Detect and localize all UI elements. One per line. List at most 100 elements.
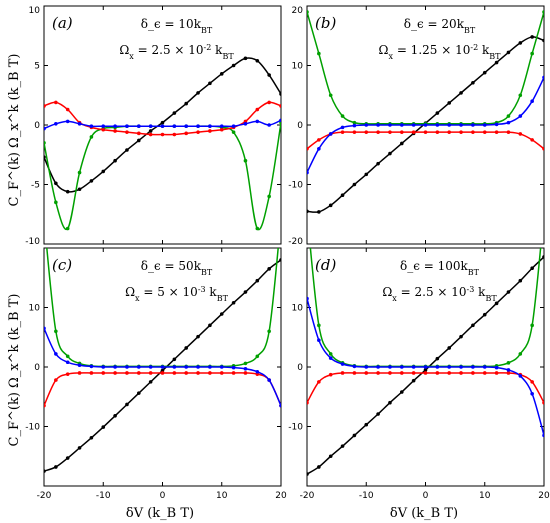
data-point bbox=[317, 51, 321, 56]
data-point bbox=[89, 371, 94, 375]
data-point bbox=[328, 372, 333, 377]
data-point bbox=[317, 465, 321, 469]
data-point bbox=[542, 255, 544, 259]
data-point bbox=[388, 123, 392, 127]
data-point bbox=[231, 371, 236, 375]
data-point bbox=[243, 290, 248, 294]
data-point bbox=[400, 371, 404, 375]
data-point bbox=[101, 371, 106, 375]
data-point bbox=[160, 365, 165, 369]
data-point bbox=[231, 300, 236, 305]
data-point bbox=[65, 360, 70, 365]
data-point bbox=[89, 436, 94, 440]
data-point bbox=[388, 371, 392, 375]
data-point bbox=[267, 100, 271, 105]
y-tick-label: 0 bbox=[34, 121, 40, 131]
data-point bbox=[267, 378, 271, 382]
x-tick-label: -20 bbox=[37, 491, 52, 501]
plot-area bbox=[307, 248, 544, 476]
data-point bbox=[482, 371, 487, 375]
panel-b: -20 -10 0 10 20 (b) δ_ϵ = 20kBT Ωx = 1.25 × 10-… bbox=[288, 5, 545, 247]
data-point bbox=[160, 120, 165, 125]
data-point bbox=[219, 127, 224, 132]
data-point bbox=[376, 371, 380, 375]
data-point bbox=[148, 380, 153, 384]
data-point bbox=[137, 138, 141, 143]
data-point bbox=[471, 371, 475, 375]
data-point bbox=[125, 148, 129, 152]
x-tick-label: -20 bbox=[300, 491, 315, 501]
data-point bbox=[447, 371, 452, 375]
y-tick-label: 10 bbox=[292, 62, 304, 72]
data-point bbox=[506, 120, 511, 125]
data-point bbox=[196, 130, 200, 134]
data-point bbox=[279, 118, 281, 123]
data-point bbox=[255, 119, 260, 124]
data-point bbox=[542, 433, 544, 438]
data-point bbox=[208, 371, 212, 375]
data-point bbox=[435, 130, 440, 134]
data-point bbox=[125, 371, 129, 375]
data-point bbox=[411, 130, 416, 134]
data-point bbox=[54, 378, 58, 382]
data-point bbox=[196, 371, 200, 375]
panel-label: (d) bbox=[315, 256, 336, 274]
plot-area bbox=[44, 248, 281, 473]
plot-area bbox=[307, 10, 544, 214]
data-point bbox=[44, 126, 46, 131]
data-point bbox=[77, 170, 82, 175]
data-point bbox=[435, 365, 440, 369]
data-point bbox=[506, 371, 511, 375]
data-point bbox=[530, 99, 534, 103]
data-point bbox=[255, 58, 260, 63]
data-point bbox=[125, 130, 129, 134]
data-point bbox=[172, 365, 177, 369]
data-point bbox=[542, 75, 544, 80]
data-point bbox=[542, 147, 544, 151]
y-tick-label: 0 bbox=[297, 121, 303, 131]
data-point bbox=[423, 368, 428, 372]
delta-eps-annotation: δ_ϵ = 20kBT bbox=[404, 17, 476, 35]
data-point bbox=[101, 124, 106, 128]
data-point bbox=[388, 151, 392, 156]
delta-eps-annotation: δ_ϵ = 100kBT bbox=[400, 259, 480, 277]
data-point bbox=[307, 296, 309, 301]
data-point bbox=[54, 465, 58, 469]
data-point bbox=[65, 189, 70, 194]
data-point bbox=[352, 123, 357, 128]
data-point bbox=[471, 80, 475, 85]
data-point bbox=[317, 210, 321, 214]
data-point bbox=[328, 352, 333, 356]
data-point bbox=[77, 187, 82, 192]
data-point bbox=[364, 422, 369, 427]
data-point bbox=[231, 63, 236, 68]
data-point bbox=[506, 368, 511, 372]
x-tick-label: -10 bbox=[359, 491, 374, 501]
y-tick-label: -10 bbox=[288, 181, 303, 191]
data-point bbox=[113, 124, 117, 128]
y-tick-label: 10 bbox=[29, 304, 41, 314]
x-tick-label: 10 bbox=[216, 491, 228, 501]
data-point bbox=[307, 10, 309, 14]
data-point bbox=[423, 123, 428, 127]
data-point bbox=[148, 365, 153, 369]
data-point bbox=[435, 371, 440, 375]
data-point bbox=[184, 101, 188, 106]
y-tick-label: 0 bbox=[34, 363, 40, 373]
data-point bbox=[243, 56, 248, 61]
data-point bbox=[340, 362, 345, 366]
data-point bbox=[307, 170, 309, 175]
data-point bbox=[219, 72, 224, 76]
data-point bbox=[328, 454, 333, 459]
omega-annotation: Ωx = 2.5 × 10-2 kBT bbox=[119, 43, 234, 61]
data-point bbox=[423, 130, 428, 134]
data-point bbox=[423, 371, 428, 375]
data-point bbox=[482, 365, 487, 369]
data-point bbox=[208, 129, 212, 133]
data-point bbox=[530, 380, 534, 384]
x-tick-label: 0 bbox=[423, 491, 429, 501]
data-point bbox=[208, 365, 212, 369]
data-point bbox=[307, 472, 309, 476]
data-point bbox=[267, 194, 271, 199]
data-point bbox=[125, 365, 129, 369]
